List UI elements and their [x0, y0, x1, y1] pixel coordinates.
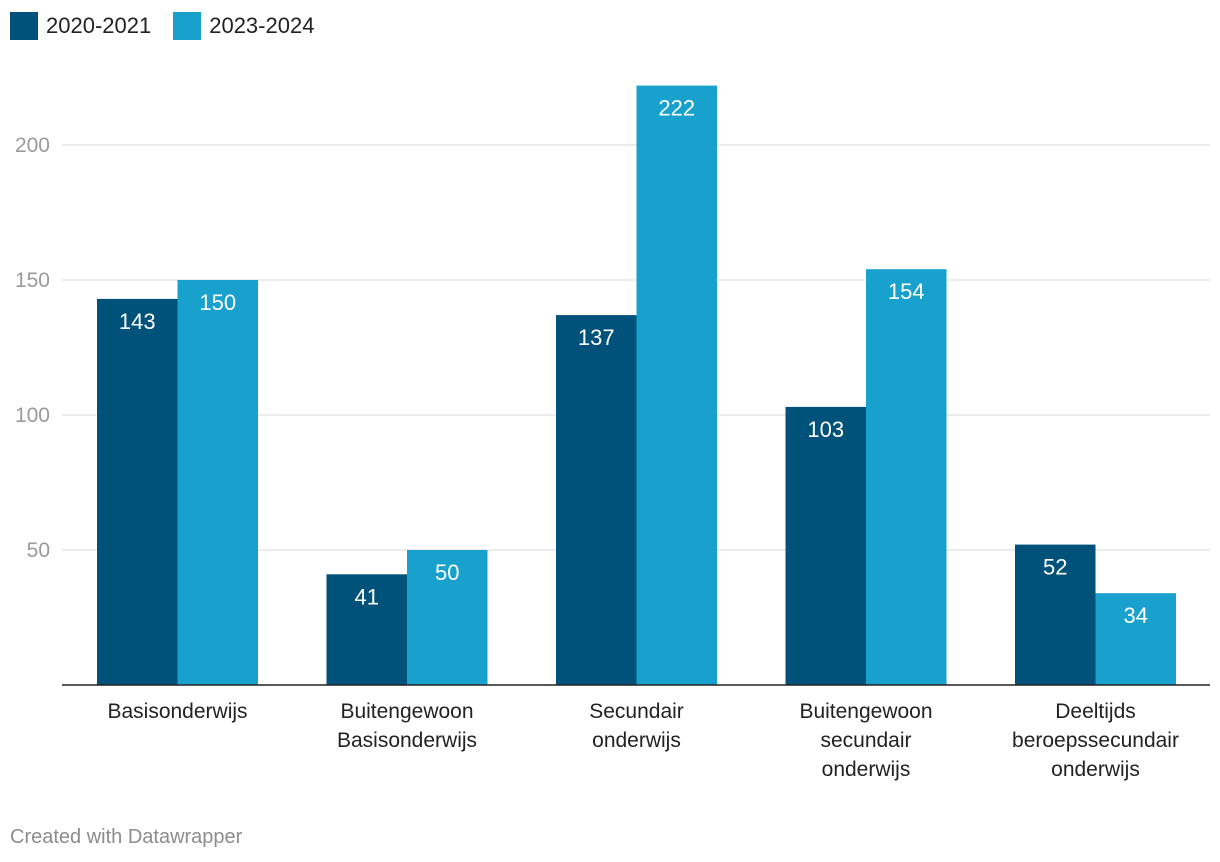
bar-2023-2024-4: [1095, 593, 1176, 685]
legend-label-series-2: 2023-2024: [209, 13, 315, 38]
data-label-2023-2024-3: 154: [888, 279, 925, 304]
y-tick-label-50: 50: [27, 539, 50, 562]
bar-2020-2021-2: [556, 315, 637, 685]
bar-2023-2024-1: [407, 550, 488, 685]
data-label-2020-2021-1: 41: [355, 584, 379, 609]
data-label-2023-2024-0: 150: [199, 290, 236, 315]
x-tick-label-2: Secundair onderwijs: [589, 700, 684, 752]
data-label-2020-2021-3: 103: [807, 417, 844, 442]
data-label-2020-2021-0: 143: [119, 309, 156, 334]
bar-2020-2021-0: [97, 298, 178, 685]
bar-2020-2021-3: [785, 406, 866, 685]
x-tick-label-0: Basisonderwijs: [107, 700, 247, 723]
data-label-2023-2024-4: 34: [1124, 603, 1148, 628]
footer-credit: Created with Datawrapper: [10, 826, 243, 848]
bar-2023-2024-0: [177, 280, 258, 685]
y-tick-label-100: 100: [15, 404, 50, 427]
x-tick-label-1: Buitengewoon Basisonderwijs: [337, 700, 477, 752]
bar-2023-2024-3: [866, 269, 947, 685]
legend-item-series-2: 2023-2024: [173, 12, 314, 40]
legend-item-series-1: 2020-2021: [10, 12, 151, 40]
x-tick-label-3: Buitengewoon secundair onderwijs: [799, 700, 932, 781]
legend-swatch-series-1: [10, 12, 38, 40]
y-tick-label-200: 200: [15, 134, 50, 157]
bar-2020-2021-4: [1015, 544, 1096, 685]
x-tick-label-4: Deeltijds beroepssecundair onderwijs: [1012, 700, 1179, 781]
data-label-2020-2021-2: 137: [578, 325, 615, 350]
legend-swatch-series-2: [173, 12, 202, 40]
bar-2023-2024-2: [636, 85, 717, 686]
bar-2020-2021-1: [326, 574, 407, 685]
legend-label-series-1: 2020-2021: [46, 13, 152, 38]
data-label-2023-2024-2: 222: [658, 96, 695, 121]
y-tick-label-150: 150: [15, 269, 50, 292]
data-label-2020-2021-4: 52: [1043, 555, 1067, 580]
data-label-2023-2024-1: 50: [435, 560, 459, 585]
chart-legend: 2020-2021 2023-2024: [10, 12, 314, 40]
